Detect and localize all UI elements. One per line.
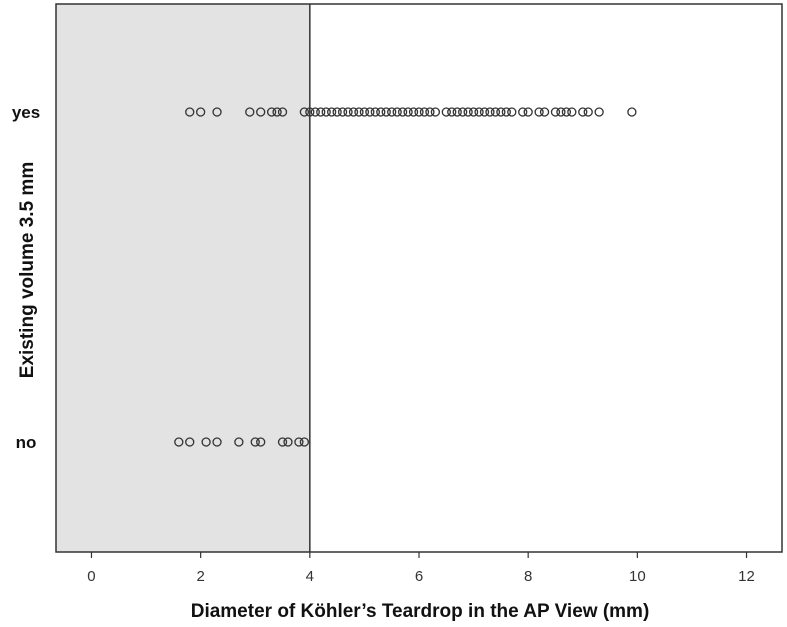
x-tick-label: 0 bbox=[87, 568, 95, 585]
y-axis-title: Existing volume 3.5 mm bbox=[17, 162, 38, 378]
data-point bbox=[174, 437, 184, 447]
data-point bbox=[245, 107, 255, 117]
data-point bbox=[212, 107, 222, 117]
data-point bbox=[534, 107, 544, 117]
data-point bbox=[250, 437, 260, 447]
data-point bbox=[327, 107, 337, 117]
data-point bbox=[348, 107, 359, 117]
data-point bbox=[365, 107, 375, 117]
data-point bbox=[490, 107, 501, 117]
y-category-label: yes bbox=[12, 103, 40, 122]
data-point bbox=[343, 107, 353, 117]
data-point bbox=[583, 107, 593, 117]
data-point bbox=[567, 107, 577, 117]
data-point bbox=[474, 107, 484, 117]
data-point bbox=[397, 107, 408, 117]
data-point bbox=[359, 107, 370, 117]
data-point bbox=[310, 107, 320, 117]
data-point bbox=[403, 107, 413, 117]
data-point bbox=[321, 107, 331, 117]
data-point bbox=[468, 107, 479, 117]
data-point bbox=[419, 107, 430, 117]
data-point bbox=[256, 437, 266, 447]
data-point bbox=[561, 107, 572, 117]
data-point bbox=[441, 107, 451, 117]
data-point bbox=[381, 107, 391, 117]
data-point bbox=[299, 107, 310, 117]
data-point bbox=[185, 107, 195, 117]
data-point bbox=[507, 107, 517, 117]
data-point bbox=[277, 107, 288, 117]
data-point bbox=[479, 107, 490, 117]
data-point bbox=[266, 107, 277, 117]
data-point bbox=[452, 107, 462, 117]
data-point bbox=[518, 107, 528, 117]
x-axis-title: Diameter of Köhler’s Teardrop in the AP … bbox=[191, 601, 650, 622]
data-point bbox=[277, 437, 288, 447]
x-tick-label: 12 bbox=[738, 568, 755, 585]
data-point bbox=[430, 107, 441, 117]
data-point bbox=[354, 107, 364, 117]
data-point bbox=[299, 437, 310, 447]
x-tick-label: 8 bbox=[524, 568, 532, 585]
data-point bbox=[305, 107, 315, 117]
y-axis-categories: yes no bbox=[12, 103, 40, 452]
data-point bbox=[316, 107, 326, 117]
data-point bbox=[458, 107, 468, 117]
data-points bbox=[174, 107, 637, 447]
data-point bbox=[283, 437, 293, 447]
data-point bbox=[408, 107, 419, 117]
data-point bbox=[185, 437, 195, 447]
data-point bbox=[376, 107, 386, 117]
data-point bbox=[496, 107, 506, 117]
data-point bbox=[332, 107, 342, 117]
data-point bbox=[463, 107, 473, 117]
shaded-region bbox=[56, 4, 310, 552]
data-point bbox=[523, 107, 533, 117]
x-tick-label: 6 bbox=[415, 568, 423, 585]
data-point bbox=[578, 107, 588, 117]
x-axis-ticks: 0 2 4 6 8 10 12 bbox=[87, 552, 755, 585]
data-point bbox=[272, 107, 282, 117]
data-point bbox=[501, 107, 511, 117]
data-point bbox=[294, 437, 304, 447]
data-point bbox=[337, 107, 348, 117]
data-point bbox=[256, 107, 266, 117]
data-point bbox=[201, 437, 211, 447]
x-tick-label: 10 bbox=[629, 568, 646, 585]
y-category-label: no bbox=[16, 433, 37, 452]
data-point bbox=[447, 107, 457, 117]
data-point bbox=[414, 107, 424, 117]
data-point bbox=[370, 107, 380, 117]
data-point bbox=[550, 107, 561, 117]
x-tick-label: 2 bbox=[196, 568, 204, 585]
data-point bbox=[196, 107, 206, 117]
data-point bbox=[594, 107, 604, 117]
data-point bbox=[392, 107, 402, 117]
data-point bbox=[425, 107, 435, 117]
data-point bbox=[556, 107, 566, 117]
data-point bbox=[539, 107, 550, 117]
data-point bbox=[234, 437, 244, 447]
x-tick-label: 4 bbox=[306, 568, 314, 585]
data-point bbox=[387, 107, 397, 117]
data-point bbox=[485, 107, 495, 117]
data-point bbox=[627, 107, 637, 117]
data-point bbox=[212, 437, 222, 447]
